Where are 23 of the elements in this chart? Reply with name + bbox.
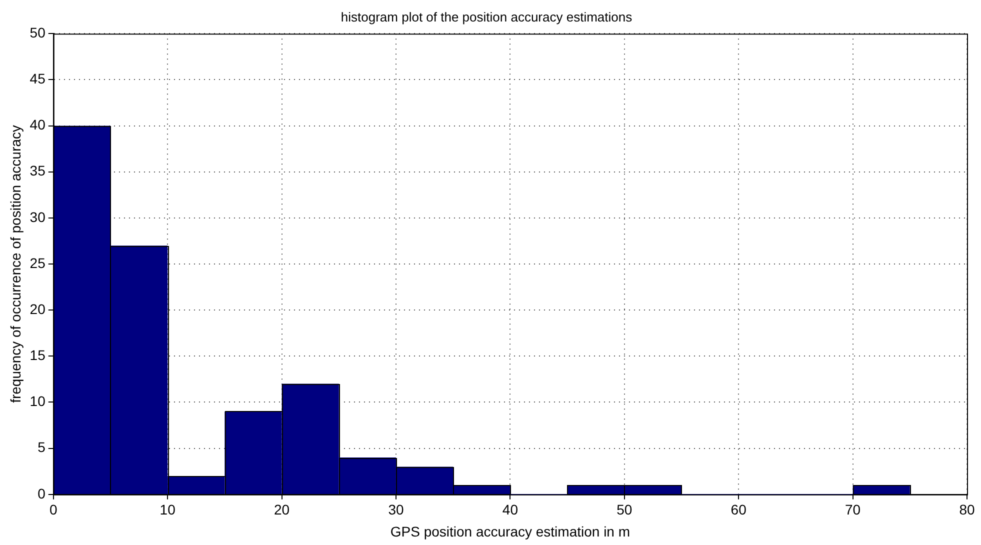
x-tick-label: 50	[616, 502, 632, 518]
x-tick-label: 30	[388, 502, 404, 518]
x-tick-label: 70	[845, 502, 861, 518]
y-tick-label: 15	[30, 347, 46, 364]
y-tick-label: 30	[30, 208, 46, 225]
x-tick-label: 0	[49, 502, 58, 518]
y-tick-label: 25	[30, 254, 46, 271]
y-tick-label: 20	[30, 300, 46, 317]
y-axis-title: frequency of occurrence of position accuracy	[7, 125, 24, 403]
x-axis-title: GPS position accuracy estimation in m	[390, 523, 630, 540]
y-tick-label: 0	[38, 485, 46, 502]
x-tick-label: 60	[730, 502, 747, 518]
y-tick-label: 40	[30, 116, 46, 133]
y-tick-label: 50	[30, 24, 46, 40]
chart-title: histogram plot of the position accuracy estimations	[340, 9, 633, 24]
y-tick-label: 35	[30, 162, 46, 179]
y-tick-label: 5	[38, 439, 46, 456]
x-tick-label: 20	[274, 502, 290, 518]
x-tick-label: 10	[160, 502, 176, 518]
x-tick-label: 80	[959, 502, 975, 518]
x-tick-label: 40	[502, 502, 518, 518]
y-tick-label: 10	[30, 393, 46, 410]
y-tick-label: 45	[30, 70, 46, 87]
